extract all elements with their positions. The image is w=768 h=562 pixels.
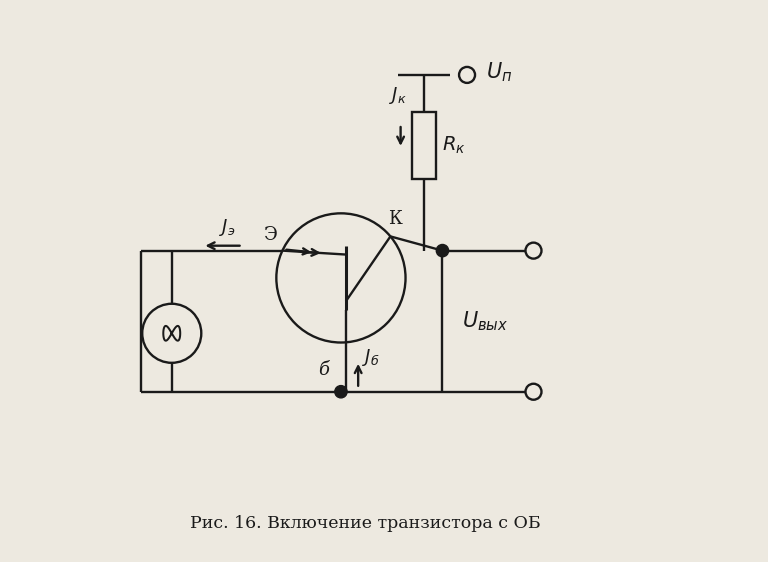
Bar: [412, 112, 435, 179]
Circle shape: [335, 386, 347, 398]
Text: $J_к$: $J_к$: [389, 85, 407, 106]
Text: Рис. 16. Включение транзистора с ОБ: Рис. 16. Включение транзистора с ОБ: [190, 515, 541, 533]
Text: $U_п$: $U_п$: [485, 61, 511, 84]
Circle shape: [436, 244, 449, 257]
Text: б: б: [318, 361, 329, 379]
Text: $U_{вых}$: $U_{вых}$: [462, 309, 508, 333]
Text: $R_к$: $R_к$: [442, 135, 466, 156]
Text: К: К: [388, 210, 402, 228]
Text: $J_э$: $J_э$: [219, 217, 235, 238]
Text: $J_б$: $J_б$: [362, 347, 379, 369]
Text: Э: Э: [264, 226, 278, 244]
